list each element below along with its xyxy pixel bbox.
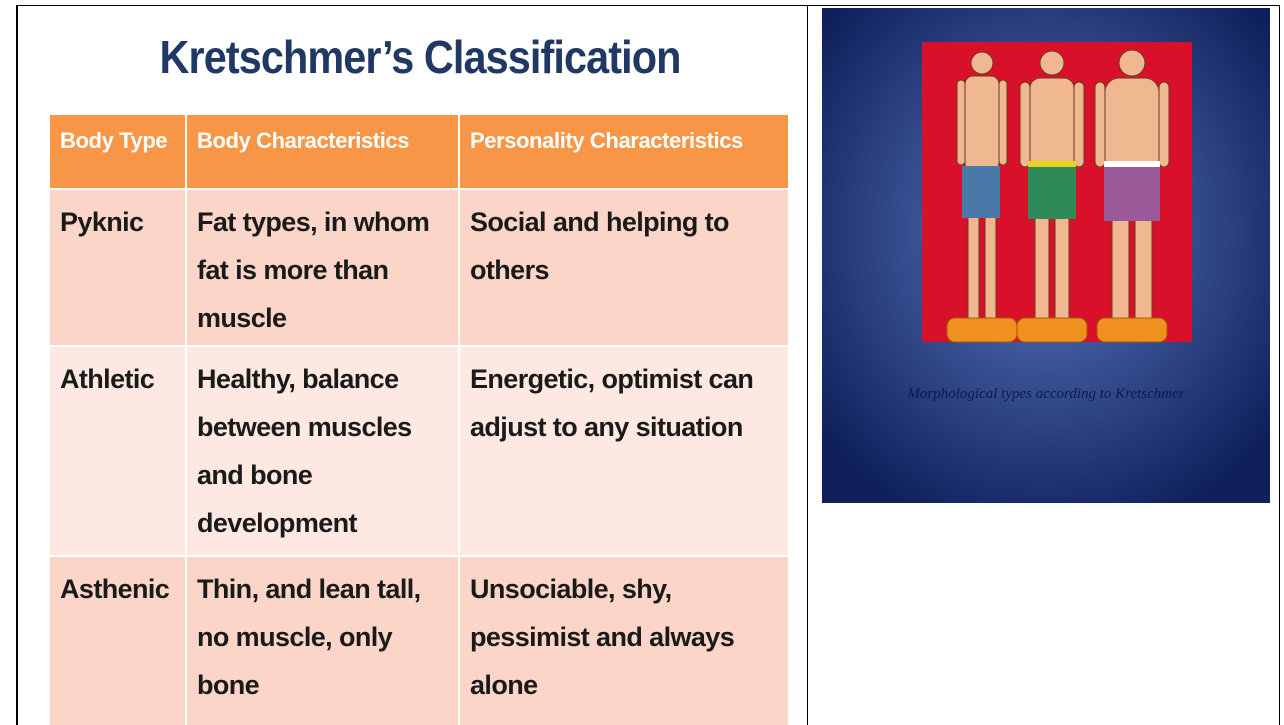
header-cell: Body Type bbox=[50, 115, 187, 190]
header-cell: Personality Characteristics bbox=[460, 115, 790, 190]
cell: Pyknic bbox=[50, 190, 187, 347]
header-cell: Body Characteristics bbox=[187, 115, 460, 190]
table-border bbox=[16, 5, 1280, 6]
figure: Morphological types according to Kretsch… bbox=[822, 8, 1270, 503]
cell: Thin, and lean tall, no muscle, only bon… bbox=[187, 557, 460, 725]
table-row: Pyknic Fat types, in whom fat is more th… bbox=[50, 190, 790, 347]
figure-people bbox=[946, 49, 1170, 343]
cell: Fat types, in whom fat is more than musc… bbox=[187, 190, 460, 347]
cell: Energetic, optimist can adjust to any si… bbox=[460, 347, 790, 557]
table-row: Athletic Healthy, balance between muscle… bbox=[50, 347, 790, 557]
cell: Healthy, balance between muscles and bon… bbox=[187, 347, 460, 557]
slide-table: Body Type Body Characteristics Personali… bbox=[50, 115, 790, 725]
cell: Unsociable, shy, pessimist and always al… bbox=[460, 557, 790, 725]
header-row: Body Type Body Characteristics Personali… bbox=[50, 115, 790, 190]
table-border bbox=[807, 5, 808, 725]
slide-title: Kretschmer’s Classification bbox=[159, 31, 681, 83]
cell: Social and helping to others bbox=[460, 190, 790, 347]
cell: Asthenic bbox=[50, 557, 187, 725]
figure-caption: Morphological types according to Kretsch… bbox=[906, 386, 1184, 402]
cell: Athletic bbox=[50, 347, 187, 557]
table-border bbox=[1279, 5, 1280, 725]
table-row: Asthenic Thin, and lean tall, no muscle,… bbox=[50, 557, 790, 725]
table-border bbox=[16, 5, 18, 725]
